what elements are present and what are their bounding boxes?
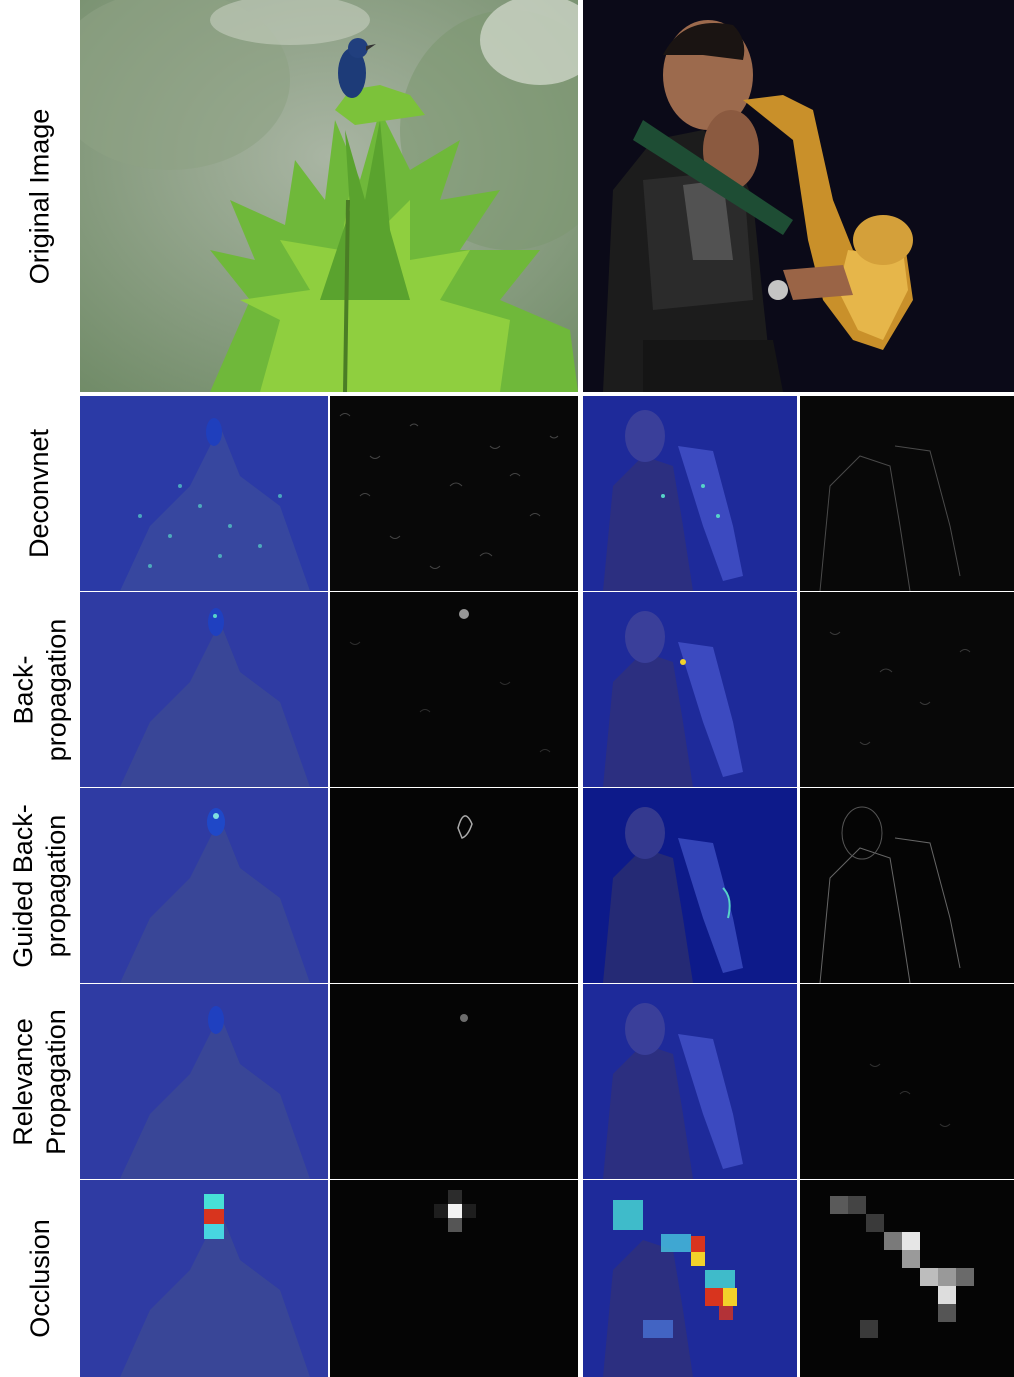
sax-backprop-heatmap <box>583 592 797 787</box>
original-bird-image <box>80 0 578 392</box>
bird-relevance-heatmap <box>80 984 328 1179</box>
row-label-guided-backprop: Guided Back- propagation <box>8 803 71 968</box>
sax-deconvnet-saliency <box>800 396 1014 591</box>
sax-relevance-saliency <box>800 984 1014 1179</box>
row-label-original: Original Image <box>24 108 55 284</box>
row-label-occlusion: Occlusion <box>24 1219 55 1338</box>
sax-backprop-saliency <box>800 592 1014 787</box>
sax-relevance-heatmap <box>583 984 797 1179</box>
row-label-deconvnet: Deconvnet <box>24 428 55 559</box>
bird-deconvnet-heatmap <box>80 396 328 591</box>
bird-backprop-heatmap <box>80 592 328 787</box>
original-saxophone-image <box>583 0 1014 392</box>
bird-relevance-saliency <box>330 984 578 1179</box>
bird-guided-backprop-heatmap <box>80 788 328 983</box>
bird-guided-backprop-saliency <box>330 788 578 983</box>
sax-occlusion-heatmap <box>583 1180 797 1377</box>
bird-backprop-saliency <box>330 592 578 787</box>
sax-deconvnet-heatmap <box>583 396 797 591</box>
sax-guided-backprop-heatmap <box>583 788 797 983</box>
row-label-backprop: Back- propagation <box>8 618 71 761</box>
bird-occlusion-heatmap <box>80 1180 328 1377</box>
sax-occlusion-saliency <box>800 1180 1014 1377</box>
sax-guided-backprop-saliency <box>800 788 1014 983</box>
bird-occlusion-saliency <box>330 1180 578 1377</box>
bird-deconvnet-saliency <box>330 396 578 591</box>
row-label-relevance: Relevance Propagation <box>8 1008 71 1155</box>
